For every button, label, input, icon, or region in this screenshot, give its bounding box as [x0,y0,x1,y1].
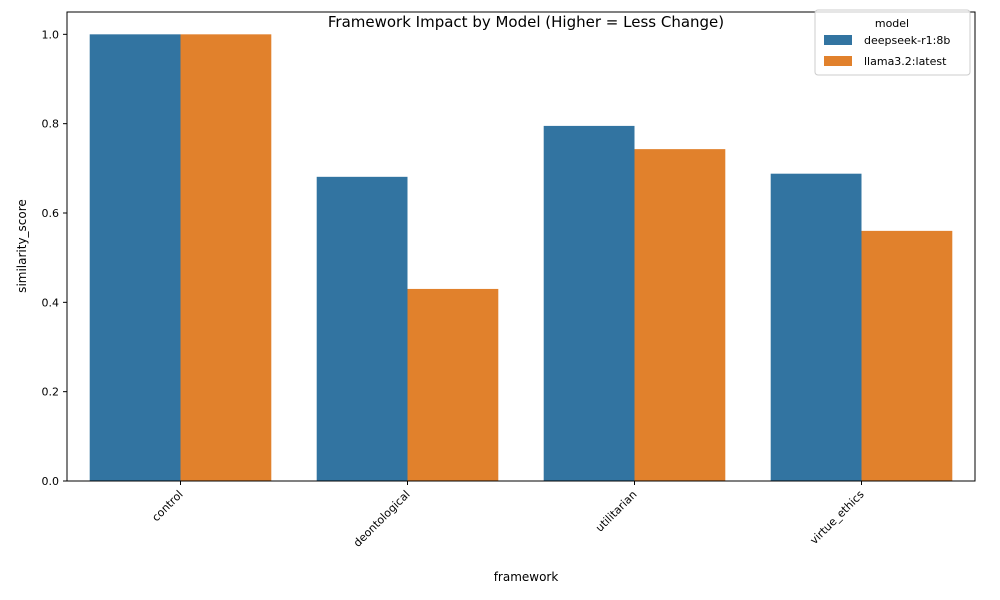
y-tick-label: 0.2 [42,386,60,399]
legend-swatch [824,56,852,66]
y-tick-label: 0.4 [42,296,60,309]
x-tick-label: deontological [351,488,413,550]
bar-deontological-deepseek-r1:8b [316,176,408,481]
legend-entry: llama3.2:latest [864,55,947,68]
x-tick-label: virtue_ethics [808,488,867,547]
bar-utilitarian-deepseek-r1:8b [543,125,635,482]
x-axis-label: framework [494,570,559,584]
bars-group [89,34,953,482]
y-axis-label: similarity_score [15,199,29,293]
y-tick-label: 0.8 [42,118,60,131]
x-tick-label: utilitarian [593,488,640,535]
legend-title: model [875,17,909,30]
legend-swatch [824,35,852,45]
chart-title: Framework Impact by Model (Higher = Less… [328,13,724,31]
bar-virtue_ethics-deepseek-r1:8b [770,173,862,481]
plot-frame [66,11,976,482]
y-tick-label: 0.6 [42,207,60,220]
bar-virtue_ethics-llama3.2:latest [861,230,953,481]
legend-entry: deepseek-r1:8b [864,34,950,47]
bar-control-llama3.2:latest [180,34,272,481]
x-tick-label: control [149,488,185,524]
bar-utilitarian-llama3.2:latest [634,149,726,481]
y-tick-label: 0.0 [42,475,60,488]
y-axis-ticks: 0.0 0.2 0.4 0.6 0.8 1.0 [42,28,67,488]
x-axis-ticks: control deontological utilitarian virtue_et… [149,481,867,550]
y-tick-label: 1.0 [42,28,60,41]
bar-control-deepseek-r1:8b [89,34,181,481]
bar-deontological-llama3.2:latest [407,288,499,481]
legend: model deepseek-r1:8b llama3.2:latest [814,9,971,76]
legend-box [814,9,971,76]
